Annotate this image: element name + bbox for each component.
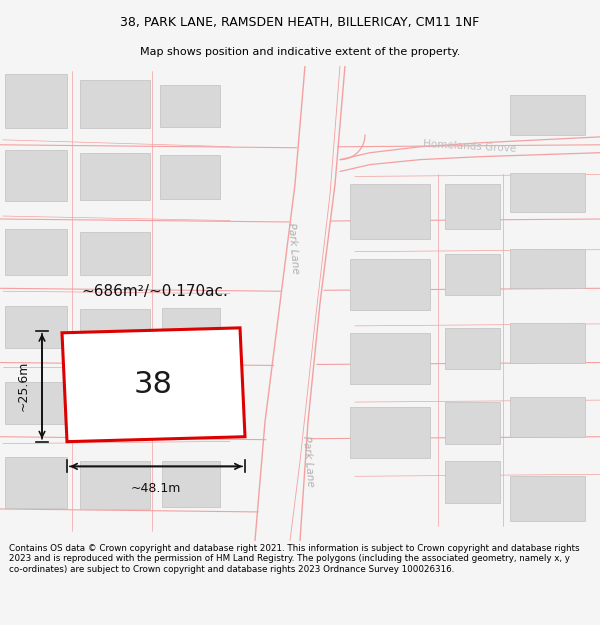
Bar	[80, 385, 150, 425]
Bar	[80, 461, 150, 509]
Bar	[350, 332, 430, 384]
Bar	[445, 328, 500, 369]
Bar	[445, 402, 500, 444]
Bar	[5, 150, 67, 201]
Text: ~48.1m: ~48.1m	[131, 482, 181, 495]
Bar	[162, 308, 220, 346]
Text: Map shows position and indicative extent of the property.: Map shows position and indicative extent…	[140, 47, 460, 57]
Text: 38: 38	[134, 370, 173, 399]
Text: ~686m²/~0.170ac.: ~686m²/~0.170ac.	[82, 284, 229, 299]
Text: Homelands Grove: Homelands Grove	[423, 139, 517, 154]
Bar	[162, 461, 220, 507]
Bar	[160, 154, 220, 199]
Polygon shape	[62, 328, 245, 442]
Bar	[350, 259, 430, 310]
Bar	[5, 382, 67, 424]
Bar	[80, 152, 150, 200]
Text: Park Lane: Park Lane	[301, 436, 315, 488]
Bar	[445, 461, 500, 503]
Text: 38, PARK LANE, RAMSDEN HEATH, BILLERICAY, CM11 1NF: 38, PARK LANE, RAMSDEN HEATH, BILLERICAY…	[121, 16, 479, 29]
Bar	[5, 74, 67, 128]
Bar	[80, 232, 150, 276]
Bar	[510, 397, 585, 437]
Bar	[160, 86, 220, 127]
Bar	[162, 382, 220, 420]
Bar	[5, 456, 67, 508]
Bar	[510, 323, 585, 362]
Bar	[350, 407, 430, 459]
Bar	[80, 81, 150, 128]
Text: Contains OS data © Crown copyright and database right 2021. This information is : Contains OS data © Crown copyright and d…	[9, 544, 580, 574]
Bar	[510, 249, 585, 288]
Bar	[5, 229, 67, 276]
Bar	[80, 309, 150, 349]
Bar	[510, 173, 585, 212]
Bar	[510, 95, 585, 135]
Text: ~25.6m: ~25.6m	[17, 361, 30, 411]
Bar	[5, 306, 67, 348]
Bar	[510, 476, 585, 521]
Bar	[350, 184, 430, 239]
Bar	[445, 184, 500, 229]
Bar	[445, 254, 500, 295]
Text: Park Lane: Park Lane	[286, 222, 300, 274]
